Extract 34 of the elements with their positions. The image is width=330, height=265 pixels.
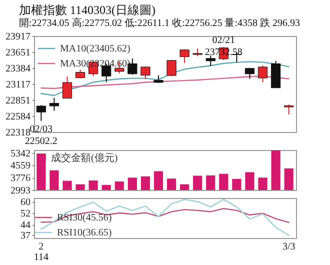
y-tick-label: 37 <box>20 230 30 242</box>
y-tick-label: 3776 <box>10 173 30 184</box>
candlestick <box>166 60 176 77</box>
y-tick-label: 22318 <box>6 128 30 138</box>
candlestick <box>258 65 268 83</box>
y-tick-label: 2993 <box>10 186 30 196</box>
y-tick-label: 52 <box>20 208 30 220</box>
x-tick-label: 2 <box>38 242 44 252</box>
y-tick-label: 22851 <box>6 96 30 106</box>
y-tick-label: 23917 <box>6 32 30 42</box>
y-tick-label: 23651 <box>6 47 30 58</box>
x-tick-label: 3/3 <box>282 242 296 252</box>
y-tick-label: 5342 <box>10 148 30 160</box>
text: 114 <box>34 252 48 263</box>
candlestick <box>62 76 72 100</box>
candlestick <box>36 104 46 122</box>
line-series <box>40 208 290 224</box>
legend-label: 成交金額(億元) <box>51 152 118 164</box>
candlestick <box>180 48 190 64</box>
candlestick <box>140 66 150 80</box>
line-series <box>40 198 290 236</box>
candlestick <box>284 104 294 115</box>
y-tick-label: 4559 <box>10 160 30 172</box>
legend-label: MA10(23405.62) <box>60 44 130 54</box>
legend-label: RSI10(36.65) <box>57 228 112 238</box>
chart-subtitle: 開:22734.05 高:22775.02 低:22611.1 收:22756.25 量:4358 跌 296.93 <box>19 17 300 29</box>
y-tick-label: 23384 <box>6 64 30 74</box>
y-tick-label: 22584 <box>6 112 30 123</box>
candlestick <box>49 97 60 112</box>
y-tick-label: 60 <box>20 197 30 208</box>
y-tick-label: 44 <box>20 220 30 232</box>
chart-title: 加權指數 1140303(日線圖) <box>19 3 156 17</box>
y-tick-label: 23117 <box>6 80 30 91</box>
candlestick <box>206 55 216 66</box>
